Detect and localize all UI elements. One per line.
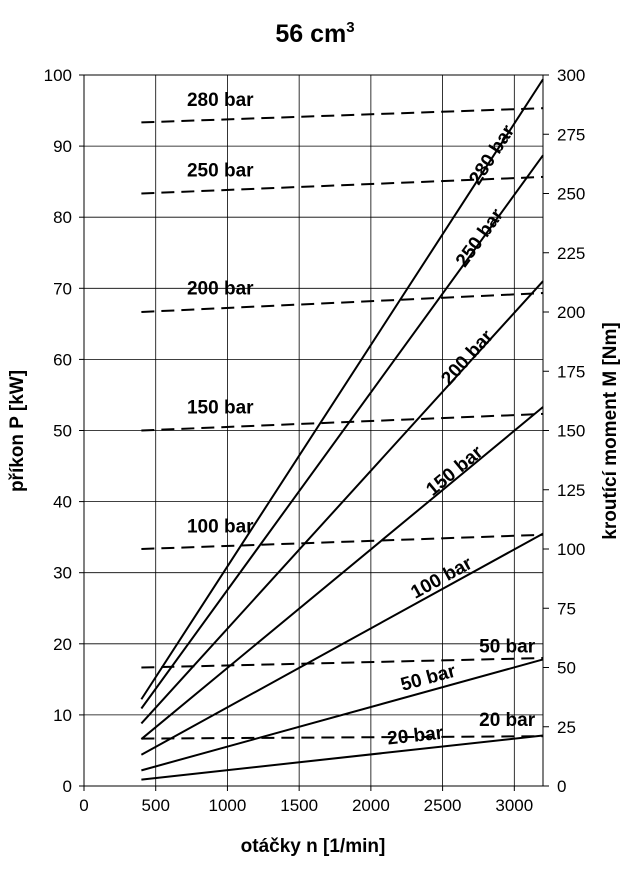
y-right-axis-label: kroutící moment M [Nm]	[600, 322, 621, 539]
power-line	[140, 154, 544, 710]
x-tick-label: 0	[79, 796, 88, 815]
power-line	[140, 78, 544, 700]
y-left-tick-label: 20	[53, 635, 72, 654]
y-left-tick-label: 0	[63, 777, 72, 796]
x-tick-label: 2500	[424, 796, 462, 815]
power-line	[140, 532, 544, 756]
y-right-tick-label: 50	[557, 659, 576, 678]
torque-line-label: 50 bar	[479, 637, 536, 658]
x-tick-label: 500	[142, 796, 170, 815]
y-left-tick-label: 90	[53, 137, 72, 156]
y-right-tick-label: 75	[557, 599, 576, 618]
torque-line	[141, 533, 544, 550]
power-line-label: 200 bar	[437, 326, 498, 390]
y-left-axis-label: příkon P [kW]	[7, 370, 28, 492]
chart-title-base: 56 cm	[275, 20, 346, 48]
power-line	[141, 734, 544, 781]
power-line-label: 100 bar	[408, 553, 477, 604]
torque-line-label: 200 bar	[187, 278, 254, 299]
y-left-tick-label: 10	[53, 706, 72, 725]
torque-line	[141, 292, 544, 313]
chart-title: 56 cm3	[275, 19, 354, 48]
power-line	[141, 658, 544, 772]
y-left-tick-label: 70	[53, 279, 72, 298]
power-line-label: 150 bar	[422, 441, 487, 500]
y-right-tick-label: 300	[557, 66, 585, 85]
torque-line-label: 150 bar	[187, 398, 254, 419]
y-right-tick-label: 25	[557, 718, 576, 737]
x-axis-label: otáčky n [1/min]	[241, 836, 386, 857]
torque-line-label: 100 bar	[187, 517, 254, 538]
x-tick-label: 3000	[495, 796, 533, 815]
torque-line-label: 20 bar	[479, 710, 536, 731]
chart-title-superscript: 3	[346, 19, 354, 36]
y-left-tick-label: 100	[44, 66, 72, 85]
y-right-tick-label: 150	[557, 422, 585, 441]
y-left-tick-label: 30	[53, 564, 72, 583]
y-right-tick-label: 250	[557, 185, 585, 204]
torque-line	[141, 412, 544, 432]
y-right-tick-label: 125	[557, 481, 585, 500]
series-labels: 280 bar 250 bar 200 bar 150 bar 100 bar 50 ba…	[187, 90, 536, 750]
y-right-tick-label: 200	[557, 303, 585, 322]
y-left-tick-label: 50	[53, 422, 72, 441]
y-right-tick-label: 175	[557, 362, 585, 381]
series-lines	[140, 78, 544, 781]
power-line	[140, 280, 544, 725]
y-right-tick-label: 225	[557, 244, 585, 263]
torque-line-label: 280 bar	[187, 90, 254, 111]
x-tick-label: 1000	[209, 796, 247, 815]
torque-line	[141, 657, 544, 669]
y-right-tick-label: 275	[557, 125, 585, 144]
y-left-tick-label: 60	[53, 350, 72, 369]
y-left-tick-label: 40	[53, 493, 72, 512]
power-line	[140, 406, 544, 740]
torque-line	[141, 735, 544, 740]
power-line-label: 20 bar	[386, 723, 445, 750]
torque-line	[141, 175, 544, 195]
y-left-tick-label: 80	[53, 208, 72, 227]
y-right-tick-label: 100	[557, 540, 585, 559]
torque-line	[141, 107, 544, 124]
y-right-tick-label: 0	[557, 777, 566, 796]
power-line-label: 250 bar	[452, 205, 508, 272]
x-tick-label: 2000	[352, 796, 390, 815]
torque-line-label: 250 bar	[187, 161, 254, 182]
x-tick-label: 1500	[280, 796, 318, 815]
